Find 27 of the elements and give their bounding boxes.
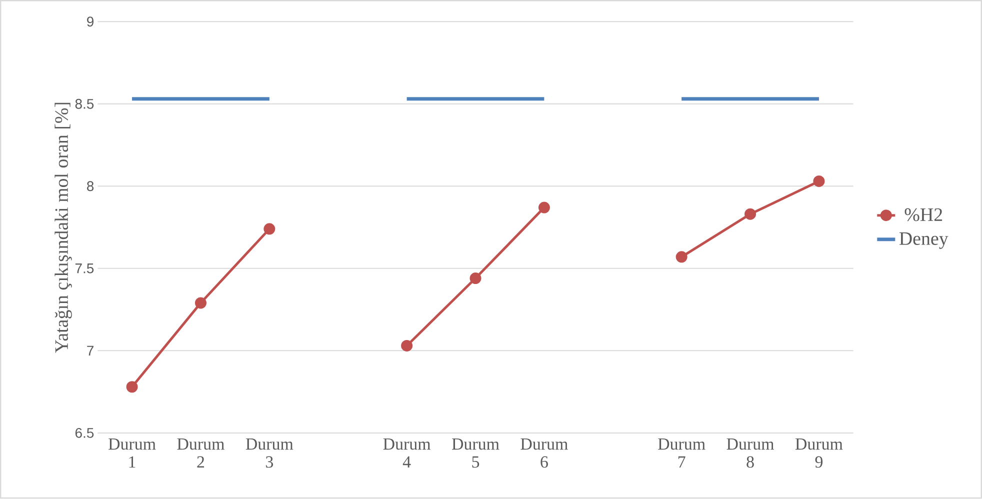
y-tick-label: 7.5 [75,264,94,274]
point [126,381,138,393]
x-tick-label: Durum 9 [795,438,843,468]
point [676,251,688,263]
x-tick-label: Durum 7 [658,438,706,468]
x-tick-label: Durum 6 [520,438,568,468]
point [538,202,550,214]
y-tick-label: 6.5 [75,428,94,438]
point [264,223,276,235]
x-tick-label: Durum 1 [108,438,156,468]
legend-label: %H2 [904,208,942,222]
point [194,297,206,309]
y-axis-title: Yatağın çıkışındaki mol oran [%] [54,103,72,354]
point [744,208,756,220]
x-tick-label: Durum 3 [246,438,294,468]
point [470,272,482,284]
x-tick-label: Durum 2 [177,438,224,468]
x-tick-label: Durum 4 [383,438,431,468]
legend-label: Deney [899,232,948,250]
y-tick-label: 8.5 [75,99,94,110]
y-tick-label: 7 [87,346,94,356]
x-tick-label: Durum 8 [726,438,774,468]
y-tick-label: 9 [87,16,94,27]
y-tick-label: 8 [87,181,94,192]
x-tick-label: Durum 5 [452,438,500,468]
point [813,176,825,188]
point [401,340,413,352]
